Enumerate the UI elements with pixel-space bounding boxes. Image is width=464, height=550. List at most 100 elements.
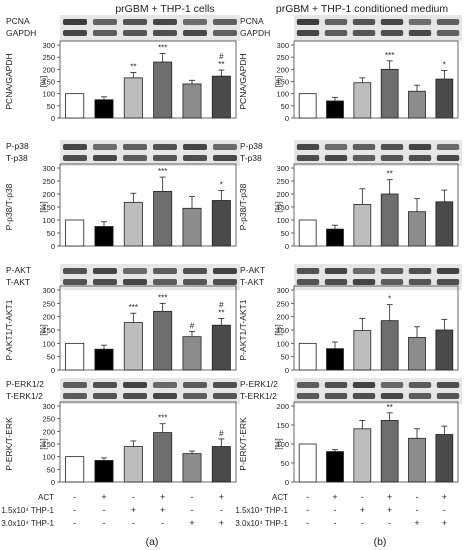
bar-b-3-5 bbox=[435, 434, 454, 483]
bar-b-1-2 bbox=[353, 203, 372, 247]
band-b-2-top-3 bbox=[380, 268, 404, 274]
band-b-2-bottom-5 bbox=[436, 279, 460, 285]
band-a-2-bottom-5 bbox=[213, 279, 237, 285]
ytick-label-a-0-300: 300 bbox=[42, 41, 55, 50]
annotation-a-2-3-0: *** bbox=[158, 293, 167, 302]
bar-b-0-0 bbox=[298, 93, 317, 119]
bar-b-1-1 bbox=[326, 228, 344, 247]
bar-b-1-3 bbox=[380, 193, 399, 247]
band-a-0-bottom-4 bbox=[183, 30, 207, 36]
band-b-1-bottom-4 bbox=[408, 155, 432, 161]
band-b-2-bottom-1 bbox=[324, 279, 348, 285]
ytick-label-b-1-250: 250 bbox=[276, 177, 289, 186]
yunit-a-1: [%] bbox=[39, 201, 48, 213]
ytick-label-a-0-0: 0 bbox=[51, 114, 55, 123]
band-a-2-bottom-2 bbox=[123, 279, 147, 285]
annotation-a-3-3-0: *** bbox=[158, 414, 167, 423]
bar-b-0-5 bbox=[435, 78, 454, 119]
bar-b-0-4 bbox=[408, 90, 426, 119]
band-a-1-bottom-0 bbox=[63, 155, 87, 161]
band-b-1-bottom-5 bbox=[436, 155, 460, 161]
ylabel-a-1: P-p38/T-p38 bbox=[4, 183, 14, 230]
plot-frame-a-2 bbox=[59, 285, 237, 371]
ytick-label-b-1-200: 200 bbox=[276, 190, 289, 199]
band-a-2-top-3 bbox=[153, 268, 177, 274]
plot-frame-b-3 bbox=[293, 401, 459, 483]
treatment-sign-0-1-5: - bbox=[220, 505, 223, 515]
treatment-sign-0-2-5: + bbox=[219, 518, 224, 528]
ytick-label-a-3-200: 200 bbox=[42, 427, 55, 436]
ytick-label-a-3-50: 50 bbox=[47, 465, 55, 474]
yunit-b-2: [%] bbox=[274, 324, 283, 336]
ytick-label-b-2-250: 250 bbox=[276, 299, 289, 308]
annotation-b-0-3-0: *** bbox=[385, 51, 394, 60]
band-b-2-top-0 bbox=[296, 268, 320, 274]
band-b-2-bottom-2 bbox=[352, 279, 376, 285]
ytick-label-b-1-300: 300 bbox=[276, 164, 289, 173]
plot-frame-b-0 bbox=[293, 40, 459, 119]
ytick-label-a-2-50: 50 bbox=[47, 353, 55, 362]
band-a-1-bottom-3 bbox=[153, 155, 177, 161]
bar-b-2-1 bbox=[326, 348, 344, 371]
bar-a-2-3 bbox=[153, 310, 173, 371]
bar-a-1-2 bbox=[123, 201, 143, 247]
band-a-1-bottom-2 bbox=[123, 155, 147, 161]
ytick-label-a-0-50: 50 bbox=[47, 102, 55, 111]
treatment-sign-1-1-0: - bbox=[306, 505, 309, 515]
treatment-label-0-2: 3.0x10⁴ THP-1 bbox=[1, 519, 54, 528]
bar-b-3-4 bbox=[408, 437, 426, 483]
ytick-label-b-3-50: 50 bbox=[281, 459, 289, 468]
band-b-3-top-2 bbox=[352, 382, 376, 388]
band-b-0-top-3 bbox=[380, 19, 404, 25]
ylabel-a-3: P-ERK/T-ERK bbox=[4, 417, 14, 471]
annotation-a-0-3-0: *** bbox=[158, 44, 167, 53]
ytick-label-a-2-200: 200 bbox=[42, 313, 55, 322]
annotation-b-0-5-0: * bbox=[443, 61, 446, 70]
blot-label-b-2-bottom: T-AKT bbox=[240, 277, 264, 287]
band-b-1-top-1 bbox=[324, 144, 348, 150]
treatment-sign-0-2-2: - bbox=[132, 518, 135, 528]
ytick-label-a-3-100: 100 bbox=[42, 453, 55, 462]
yunit-a-3: [%] bbox=[39, 438, 48, 450]
ylabel-a-2: P-AKT1/T-AKT1 bbox=[4, 299, 14, 360]
band-a-0-top-5 bbox=[213, 19, 237, 25]
band-a-2-top-5 bbox=[213, 268, 237, 274]
band-a-0-top-2 bbox=[123, 19, 147, 25]
band-b-3-bottom-1 bbox=[324, 393, 348, 399]
band-a-2-bottom-4 bbox=[183, 279, 207, 285]
treatment-sign-1-0-3: + bbox=[387, 492, 392, 502]
annotation-a-2-5-1: # bbox=[219, 301, 224, 310]
bar-b-0-1 bbox=[326, 100, 344, 119]
bar-b-1-4 bbox=[408, 211, 426, 247]
ytick-label-b-1-50: 50 bbox=[281, 229, 289, 238]
treatment-sign-1-0-4: - bbox=[416, 492, 419, 502]
ytick-label-b-0-250: 250 bbox=[276, 53, 289, 62]
yunit-a-0: [%] bbox=[39, 76, 48, 88]
panel-a-label: (a) bbox=[146, 536, 159, 548]
treatment-sign-1-0-1: + bbox=[332, 492, 337, 502]
blot-label-b-1-bottom: T-p38 bbox=[240, 153, 262, 163]
band-a-2-top-2 bbox=[123, 268, 147, 274]
ytick-label-a-0-100: 100 bbox=[42, 90, 55, 99]
bar-a-3-1 bbox=[94, 460, 114, 483]
treatment-sign-0-0-1: + bbox=[101, 492, 106, 502]
ytick-label-b-0-50: 50 bbox=[281, 102, 289, 111]
ytick-label-b-0-150: 150 bbox=[276, 78, 289, 87]
band-b-1-top-4 bbox=[408, 144, 432, 150]
band-a-1-top-5 bbox=[213, 144, 237, 150]
band-b-1-top-3 bbox=[380, 144, 404, 150]
ytick-label-b-0-0: 0 bbox=[285, 114, 289, 123]
ytick-label-a-0-200: 200 bbox=[42, 65, 55, 74]
panel-b-title: prGBM + THP-1 conditioned medium bbox=[276, 3, 449, 15]
treatment-label-1-2: 3.0x10⁴ THP-1 bbox=[235, 519, 288, 528]
band-a-2-bottom-3 bbox=[153, 279, 177, 285]
ytick-label-a-3-150: 150 bbox=[42, 440, 55, 449]
blot-label-a-0-top: PCNA bbox=[6, 16, 30, 26]
annotation-a-1-3-0: *** bbox=[158, 167, 167, 176]
blot-image-b-1 bbox=[294, 140, 462, 166]
band-a-1-bottom-5 bbox=[213, 155, 237, 161]
panel-a-title: prGBM + THP-1 cells bbox=[115, 3, 214, 15]
panel-b-label: (b) bbox=[374, 536, 387, 548]
annotation-a-1-5-0: * bbox=[220, 181, 223, 190]
